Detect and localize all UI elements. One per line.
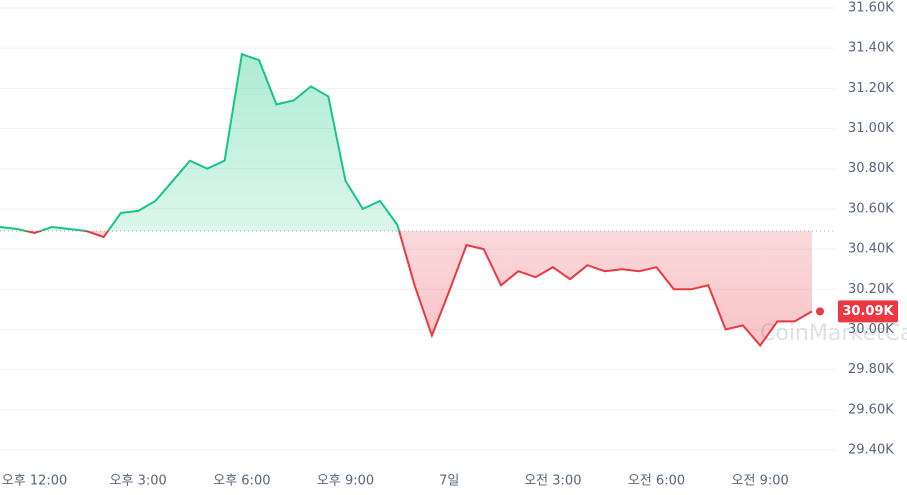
y-tick-label: 30.00K bbox=[848, 322, 894, 337]
price-line-up bbox=[0, 52, 401, 232]
x-tick-label: 오후 3:00 bbox=[110, 474, 167, 489]
x-tick-label: 오후 6:00 bbox=[213, 474, 270, 489]
x-tick-label: 오후 12:00 bbox=[2, 474, 68, 489]
y-tick-label: 31.40K bbox=[848, 41, 894, 56]
x-tick-label: 오전 6:00 bbox=[628, 474, 685, 489]
x-tick-label: 오전 3:00 bbox=[524, 474, 581, 489]
price-tag bbox=[838, 300, 898, 323]
watermark: CoinMarketCap bbox=[760, 321, 907, 346]
y-tick-label: 31.60K bbox=[848, 1, 894, 16]
y-tick-label: 29.80K bbox=[848, 362, 894, 377]
y-tick-label: 29.60K bbox=[848, 402, 894, 417]
x-tick-label: 오전 9:00 bbox=[732, 474, 789, 489]
price-tag-label: 30.09K bbox=[842, 304, 894, 319]
y-tick-label: 30.40K bbox=[848, 242, 894, 257]
x-tick-label: 오후 9:00 bbox=[317, 474, 374, 489]
y-tick-label: 31.20K bbox=[848, 81, 894, 96]
area-down bbox=[25, 231, 812, 346]
y-tick-label: 31.00K bbox=[848, 121, 894, 136]
y-tick-label: 30.20K bbox=[848, 282, 894, 297]
x-tick-label: 7일 bbox=[439, 474, 459, 489]
area-up bbox=[0, 54, 812, 232]
last-point bbox=[816, 307, 824, 316]
y-tick-label: 30.80K bbox=[848, 161, 894, 176]
y-tick-label: 30.60K bbox=[848, 201, 894, 216]
y-tick-label: 29.40K bbox=[848, 443, 894, 458]
price-line-down bbox=[21, 231, 813, 348]
